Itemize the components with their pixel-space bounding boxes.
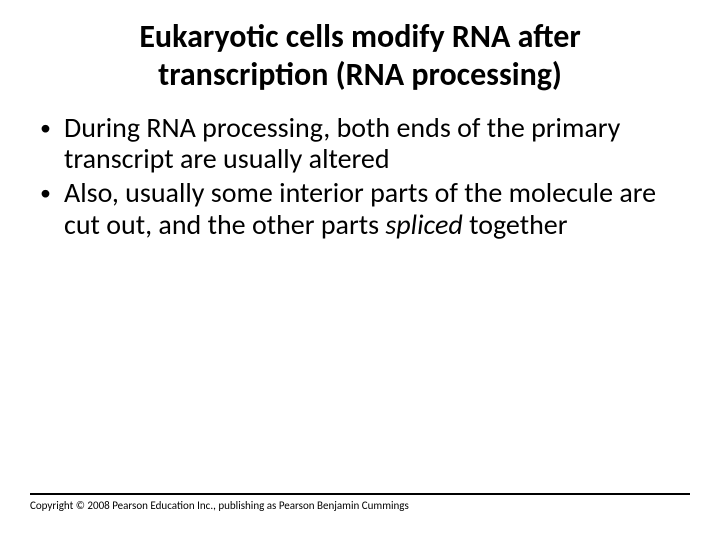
slide-title: Eukaryotic cells modify RNA after transc… bbox=[30, 18, 690, 112]
bullet-list: During RNA processing, both ends of the … bbox=[30, 112, 690, 242]
slide: Eukaryotic cells modify RNA after transc… bbox=[0, 0, 720, 540]
bullet-text: During RNA processing, both ends of the … bbox=[64, 110, 620, 177]
list-item: Also, usually some interior parts of the… bbox=[36, 177, 684, 241]
slide-footer: Copyright © 2008 Pearson Education Inc.,… bbox=[30, 493, 690, 512]
bullet-text-post: together bbox=[463, 207, 568, 242]
list-item: During RNA processing, both ends of the … bbox=[36, 112, 684, 176]
bullet-italic: spliced bbox=[385, 207, 462, 242]
footer-divider bbox=[30, 493, 690, 495]
copyright-text: Copyright © 2008 Pearson Education Inc.,… bbox=[30, 499, 690, 512]
